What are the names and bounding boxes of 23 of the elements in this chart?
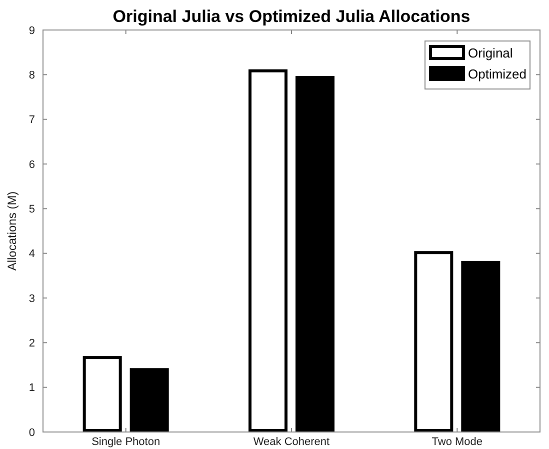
y-tick-label: 7 — [28, 114, 35, 126]
x-tick-label: Two Mode — [432, 436, 483, 448]
y-tick-label: 5 — [28, 204, 35, 216]
x-tick-label: Weak Coherent — [253, 436, 330, 448]
bar — [461, 260, 500, 432]
y-axis-title: Allocations (M) — [5, 191, 19, 271]
y-tick-label: 8 — [28, 70, 35, 82]
bar — [82, 356, 122, 432]
bar — [130, 368, 169, 432]
y-tick-label: 3 — [28, 292, 35, 305]
bar — [414, 251, 454, 432]
chart-title: Original Julia vs Optimized Julia Allocations — [112, 7, 470, 26]
legend-label: Optimized — [468, 66, 527, 82]
y-tick-label: 9 — [28, 24, 35, 37]
y-tick-label: 4 — [28, 248, 35, 260]
y-tick-label: 0 — [28, 426, 35, 439]
bar — [296, 76, 334, 432]
y-tick-label: 2 — [28, 338, 35, 350]
y-tick-label: 6 — [28, 158, 35, 171]
y-tick-label: 1 — [28, 382, 35, 394]
legend-label: Original — [468, 46, 513, 61]
bar — [248, 69, 288, 432]
x-tick-label: Single Photon — [92, 436, 160, 448]
